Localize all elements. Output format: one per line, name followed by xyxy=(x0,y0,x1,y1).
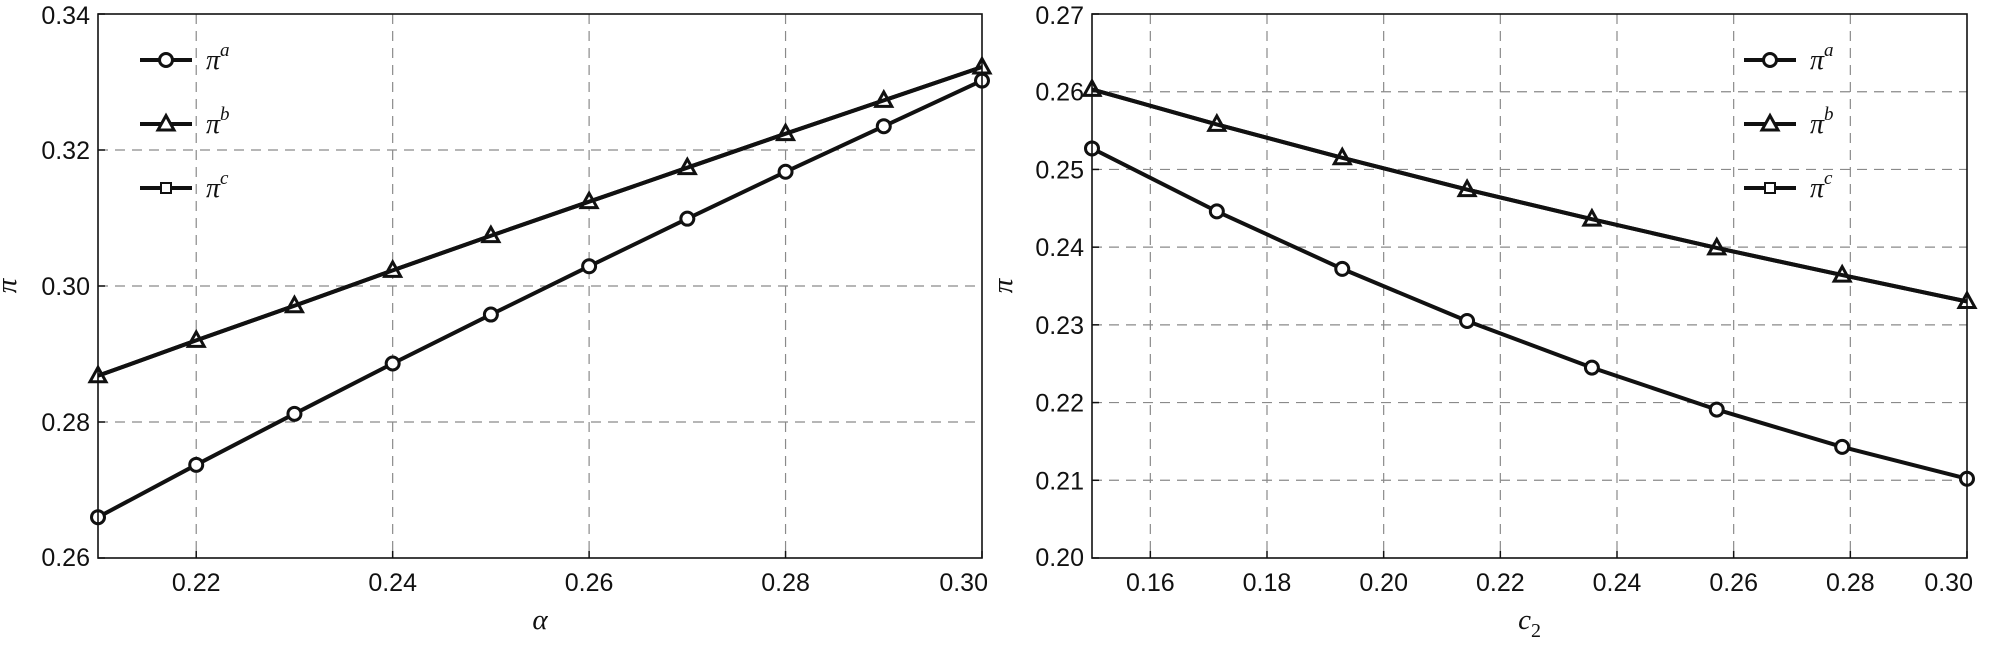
chart-1-legend-superscript-a: a xyxy=(220,40,230,61)
chart-1-y-tick-label: 0.28 xyxy=(41,409,90,437)
chart-1-legend-marker-b xyxy=(155,112,177,132)
chart-2-point-a xyxy=(1708,401,1725,418)
chart-2-x-tick-label: 0.28 xyxy=(1826,569,1875,597)
chart-2-y-tick-label: 0.24 xyxy=(1035,234,1084,262)
chart-2-point-a xyxy=(1459,312,1476,329)
chart-1-x-tick-label: 0.30 xyxy=(939,569,988,597)
chart-2-line-c xyxy=(1091,87,1968,304)
chart-1-y-tick-label: 0.32 xyxy=(41,137,90,165)
chart-2-x-tick-label: 0.16 xyxy=(1126,569,1175,597)
chart-2-legend-marker-c xyxy=(1764,182,1776,194)
chart-2-y-tick-label: 0.26 xyxy=(1035,79,1084,107)
chart-2-legend: πa πb πc xyxy=(1744,40,1834,204)
chart-2-x-axis-label-subscript: 2 xyxy=(1531,620,1541,642)
chart-1-point-a xyxy=(384,355,401,372)
chart-2-plot-frame xyxy=(1091,13,1968,559)
chart-1-legend-marker-c xyxy=(160,182,172,194)
chart-2-x-axis-label: c2 xyxy=(1518,604,1541,642)
chart-1-point-a xyxy=(188,456,205,473)
chart-1-point-a xyxy=(286,405,303,422)
chart-1-point-a xyxy=(777,163,794,180)
chart-1-y-axis-label: π xyxy=(0,277,23,293)
chart-1-point-a xyxy=(875,118,892,135)
chart-2-line-a xyxy=(1091,146,1968,481)
chart-2-x-tick-label: 0.20 xyxy=(1359,569,1408,597)
chart-2-series-c xyxy=(1091,87,1968,304)
chart-2-point-a xyxy=(1334,260,1351,277)
chart-2-point-a xyxy=(1208,203,1225,220)
chart-1-point-a xyxy=(482,306,499,323)
chart-1-y-tick-label: 0.34 xyxy=(41,2,90,30)
chart-1-line-c xyxy=(97,65,983,378)
chart-2-legend-marker-b xyxy=(1759,112,1781,132)
chart-1-series-a xyxy=(90,72,990,526)
chart-1-legend-label-c: πc xyxy=(206,168,229,204)
chart-2: 0.16 0.18 0.20 0.22 0.24 0.26 0.28 0.30 0.20 0.21… xyxy=(987,2,1978,642)
chart-2-legend-superscript-b: b xyxy=(1824,104,1834,125)
chart-1-point-a xyxy=(581,258,598,275)
chart-2-y-tick-label: 0.25 xyxy=(1035,156,1084,184)
chart-1-legend-superscript-c: c xyxy=(220,168,229,189)
chart-2-series-a xyxy=(1084,140,1975,487)
chart-2-legend-superscript-c: c xyxy=(1824,168,1833,189)
chart-2-y-tick-label: 0.21 xyxy=(1035,467,1084,495)
chart-1-x-axis-label: α xyxy=(532,604,548,636)
chart-2-x-tick-label: 0.22 xyxy=(1476,569,1525,597)
chart-2-legend-superscript-a: a xyxy=(1824,40,1834,61)
chart-1-x-tick-label: 0.28 xyxy=(761,569,810,597)
chart-2-point-a xyxy=(1583,359,1600,376)
chart-1-y-tick-label: 0.26 xyxy=(41,544,90,572)
chart-2-x-tick-label: 0.30 xyxy=(1924,569,1973,597)
chart-1: 0.22 0.24 0.26 0.28 0.30 0.26 0.28 0.30 0.32 0.34… xyxy=(0,2,993,636)
chart-1-x-tick-label: 0.22 xyxy=(172,569,221,597)
chart-2-y-axis-label: π xyxy=(987,277,1019,293)
chart-1-y-tick-label: 0.30 xyxy=(41,273,90,301)
chart-2-y-tick-label: 0.22 xyxy=(1035,390,1084,418)
chart-2-legend-marker-a xyxy=(1762,52,1778,68)
chart-1-legend-label-b: πb xyxy=(206,104,230,140)
chart-1-x-tick-label: 0.24 xyxy=(368,569,417,597)
chart-2-x-tick-label: 0.18 xyxy=(1243,569,1292,597)
chart-1-legend-label-a: πa xyxy=(206,40,230,76)
chart-2-y-tick-label: 0.27 xyxy=(1035,2,1084,30)
chart-2-legend-label-c: πc xyxy=(1810,168,1833,204)
chart-2-x-tick-label: 0.26 xyxy=(1709,569,1758,597)
chart-1-legend-marker-a xyxy=(158,52,174,68)
chart-1-point-a xyxy=(679,210,696,227)
chart-1-legend-superscript-b: b xyxy=(220,104,230,125)
chart-2-y-tick-label: 0.23 xyxy=(1035,312,1084,340)
chart-2-point-a xyxy=(1834,438,1851,455)
chart-2-x-tick-label: 0.24 xyxy=(1593,569,1642,597)
chart-1-legend: πa πb πc xyxy=(140,40,230,204)
chart-2-y-tick-label: 0.20 xyxy=(1035,544,1084,572)
chart-1-series-c xyxy=(97,65,983,378)
chart-2-line-b xyxy=(1091,87,1968,304)
chart-1-x-tick-label: 0.26 xyxy=(565,569,614,597)
chart-2-legend-label-a: πa xyxy=(1810,40,1834,76)
chart-1-line-a xyxy=(97,78,983,519)
chart-2-legend-label-b: πb xyxy=(1810,104,1834,140)
